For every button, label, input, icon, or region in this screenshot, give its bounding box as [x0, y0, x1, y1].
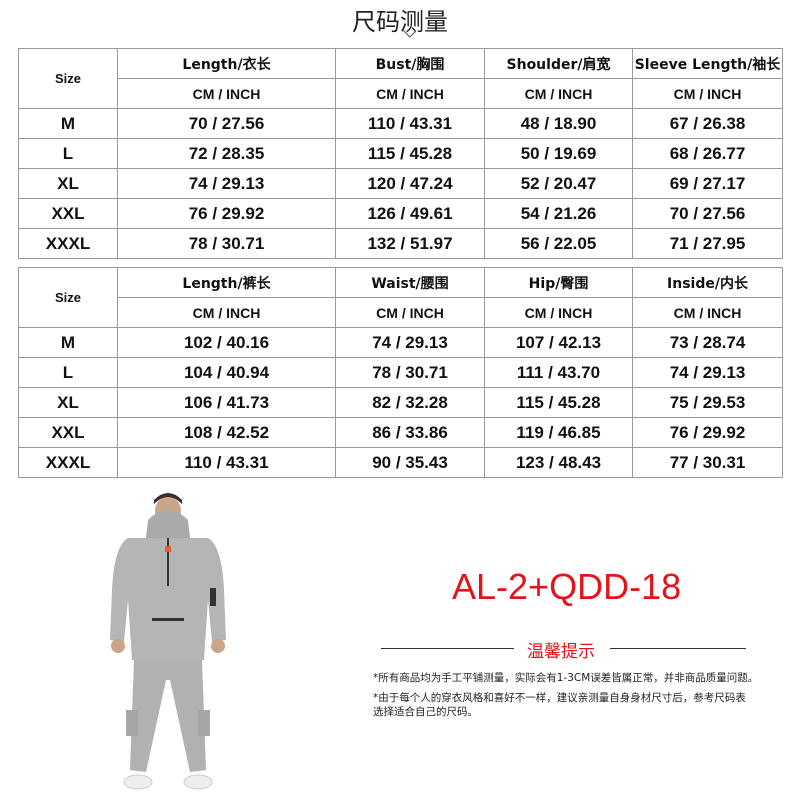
measurement-cell: 74 / 29.13: [117, 168, 336, 199]
header-row: Size Length/裤长 Waist/腰围 Hip/臀围 Inside/内长: [18, 267, 783, 328]
column-header: Hip/臀围: [484, 267, 633, 298]
table-row: XL 106 / 41.73 82 / 32.28 115 / 45.28 75 / 2…: [18, 387, 783, 418]
measurement-cell: 70 / 27.56: [117, 108, 336, 139]
measurement-cell: 52 / 20.47: [484, 168, 633, 199]
measurement-cell: 106 / 41.73: [117, 387, 336, 418]
measurement-cell: 110 / 43.31: [335, 108, 485, 139]
measurement-cell: 67 / 26.38: [632, 108, 783, 139]
measurement-cell: 68 / 26.77: [632, 138, 783, 169]
tip-note: *由于每个人的穿衣风格和喜好不一样，建议亲测量自身身材尺寸后，参考尺码表 选择适…: [373, 692, 746, 718]
column-header: Inside/内长: [632, 267, 783, 298]
measurement-cell: 119 / 46.85: [484, 417, 633, 448]
measurement-cell: 90 / 35.43: [335, 447, 485, 478]
size-cell: XXXL: [18, 447, 118, 478]
tip-note: *所有商品均为手工平铺测量，实际会有1-3CM误差皆属正常，并非商品质量问题。: [373, 672, 759, 684]
unit-label: CM / INCH: [335, 297, 485, 328]
measurement-cell: 104 / 40.94: [117, 357, 336, 388]
measurement-cell: 54 / 21.26: [484, 198, 633, 229]
column-header: Waist/腰围: [335, 267, 485, 298]
table-row: XXL 108 / 42.52 86 / 33.86 119 / 46.85 76 / …: [18, 417, 783, 448]
unit-label: CM / INCH: [632, 78, 783, 109]
measurement-cell: 76 / 29.92: [632, 417, 783, 448]
tips-title: 温馨提示: [527, 642, 595, 662]
size-cell: XXXL: [18, 228, 118, 259]
measurement-cell: 48 / 18.90: [484, 108, 633, 139]
measurement-cell: 69 / 27.17: [632, 168, 783, 199]
measurement-cell: 120 / 47.24: [335, 168, 485, 199]
measurement-cell: 74 / 29.13: [632, 357, 783, 388]
measurement-cell: 115 / 45.28: [335, 138, 485, 169]
measurement-cell: 77 / 30.31: [632, 447, 783, 478]
size-header: Size: [18, 48, 118, 109]
header-row: Size Length/衣长 Bust/胸围 Shoulder/肩宽 Sleeve Le…: [18, 48, 783, 109]
measurement-cell: 50 / 19.69: [484, 138, 633, 169]
column-header: Length/裤长: [117, 267, 336, 298]
measurement-cell: 78 / 30.71: [335, 357, 485, 388]
table-row: M 102 / 40.16 74 / 29.13 107 / 42.13 73 / 28…: [18, 327, 783, 358]
size-cell: M: [18, 327, 118, 358]
size-cell: XXL: [18, 417, 118, 448]
measurement-cell: 74 / 29.13: [335, 327, 485, 358]
measurement-cell: 108 / 42.52: [117, 417, 336, 448]
table-row: L 104 / 40.94 78 / 30.71 111 / 43.70 74 / 29…: [18, 357, 783, 388]
measurement-cell: 126 / 49.61: [335, 198, 485, 229]
measurement-cell: 110 / 43.31: [117, 447, 336, 478]
measurement-cell: 115 / 45.28: [484, 387, 633, 418]
top-size-table: Size Length/衣长 Bust/胸围 Shoulder/肩宽 Sleeve Le…: [18, 48, 783, 259]
measurement-cell: 102 / 40.16: [117, 327, 336, 358]
table-row: XXXL 78 / 30.71 132 / 51.97 56 / 22.05 71 / …: [18, 228, 783, 259]
unit-label: CM / INCH: [632, 297, 783, 328]
unit-label: CM / INCH: [484, 297, 633, 328]
divider: [381, 648, 514, 649]
column-header: Sleeve Length/袖长: [632, 48, 783, 79]
column-header: Bust/胸围: [335, 48, 485, 79]
measurement-cell: 82 / 32.28: [335, 387, 485, 418]
unit-row: CM / INCH CM / INCH CM / INCH CM / INCH: [19, 78, 783, 109]
divider: [610, 648, 746, 649]
table-row: XXL 76 / 29.92 126 / 49.61 54 / 21.26 70 / 2…: [18, 198, 783, 229]
unit-label: CM / INCH: [117, 78, 336, 109]
measurement-cell: 132 / 51.97: [335, 228, 485, 259]
measurement-cell: 56 / 22.05: [484, 228, 633, 259]
bottom-size-table: Size Length/裤长 Waist/腰围 Hip/臀围 Inside/内长 CM /…: [18, 267, 783, 478]
size-cell: XL: [18, 168, 118, 199]
table-row: M 70 / 27.56 110 / 43.31 48 / 18.90 67 / 26.…: [18, 108, 783, 139]
measurement-cell: 123 / 48.43: [484, 447, 633, 478]
page-title: 尺码测量: [352, 8, 448, 36]
size-cell: XXL: [18, 198, 118, 229]
product-photo: [110, 493, 226, 790]
size-cell: M: [18, 108, 118, 139]
size-cell: L: [18, 357, 118, 388]
unit-label: CM / INCH: [117, 297, 336, 328]
unit-label: CM / INCH: [335, 78, 485, 109]
column-header: Shoulder/肩宽: [484, 48, 633, 79]
size-cell: L: [18, 138, 118, 169]
table-row: L 72 / 28.35 115 / 45.28 50 / 19.69 68 / 26.…: [18, 138, 783, 169]
column-header: Length/衣长: [117, 48, 336, 79]
size-header: Size: [18, 267, 118, 328]
measurement-cell: 70 / 27.56: [632, 198, 783, 229]
measurement-cell: 75 / 29.53: [632, 387, 783, 418]
measurement-cell: 78 / 30.71: [117, 228, 336, 259]
measurement-cell: 107 / 42.13: [484, 327, 633, 358]
measurement-cell: 72 / 28.35: [117, 138, 336, 169]
measurement-cell: 111 / 43.70: [484, 357, 633, 388]
unit-row: CM / INCH CM / INCH CM / INCH CM / INCH: [19, 297, 783, 328]
chevron-down-icon: [403, 30, 417, 38]
measurement-cell: 86 / 33.86: [335, 417, 485, 448]
size-cell: XL: [18, 387, 118, 418]
unit-label: CM / INCH: [484, 78, 633, 109]
measurement-cell: 71 / 27.95: [632, 228, 783, 259]
product-code: AL-2+QDD-18: [452, 566, 682, 607]
table-row: XXXL 110 / 43.31 90 / 35.43 123 / 48.43 77 /…: [18, 447, 783, 478]
table-row: XL 74 / 29.13 120 / 47.24 52 / 20.47 69 / 27…: [18, 168, 783, 199]
measurement-cell: 73 / 28.74: [632, 327, 783, 358]
measurement-cell: 76 / 29.92: [117, 198, 336, 229]
